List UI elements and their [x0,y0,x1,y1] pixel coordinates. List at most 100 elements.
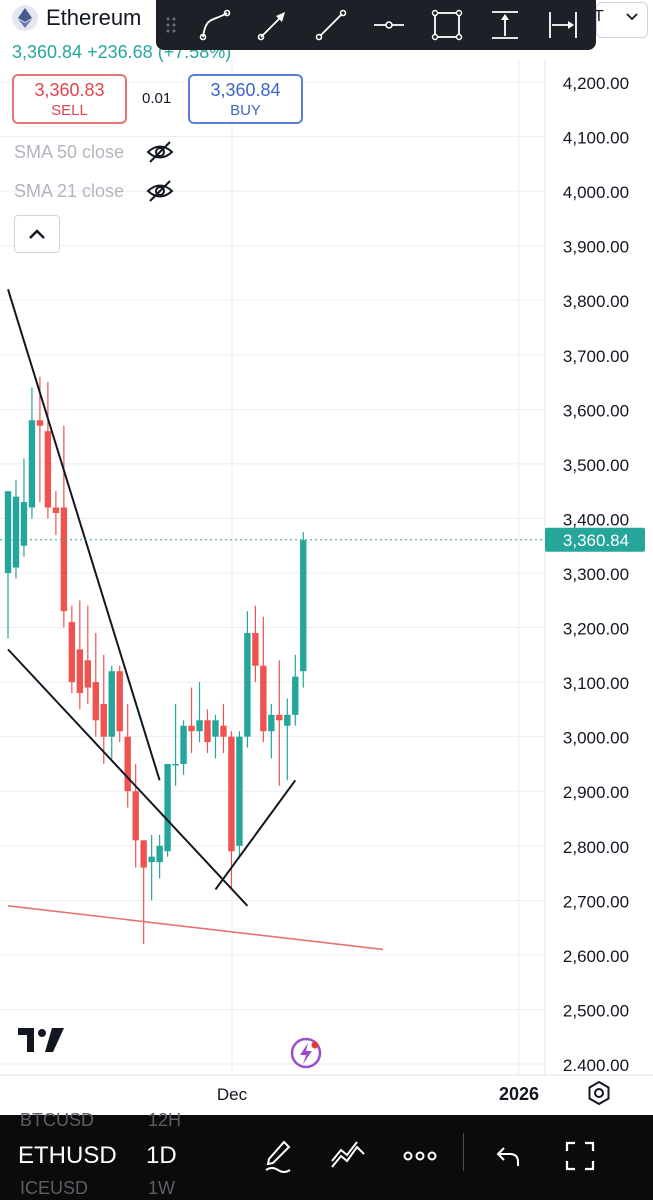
ethereum-logo-icon [12,5,38,31]
sell-price: 3,360.83 [34,80,105,100]
path-tool-button[interactable] [186,0,244,50]
y-tick-label: 4,100.00 [563,129,629,148]
candle [188,687,195,754]
eye-hidden-icon[interactable] [146,179,174,203]
brush-icon[interactable] [258,1138,298,1174]
buy-button[interactable]: 3,360.84 BUY [188,74,303,124]
price-axis[interactable]: 4,200.00 4,100.00 4,000.00 3,900.00 3,800.00… [563,74,629,1075]
candle [148,834,155,901]
candle [300,532,307,688]
candle-body [268,714,275,732]
candle-body [28,420,36,508]
eye-hidden-icon[interactable] [146,140,174,164]
y-tick-label: 4,000.00 [563,183,629,202]
candle-body [212,720,219,737]
candle-body [84,660,91,688]
drawings-icon[interactable] [328,1138,368,1174]
symbol-list-item-above[interactable]: BTCUSD [20,1110,95,1130]
candle-body [300,540,307,672]
candle-body [100,703,107,737]
trend-line-tool-button[interactable] [302,0,360,50]
fullscreen-icon[interactable] [560,1138,600,1174]
candle [140,840,147,944]
candle [12,480,20,579]
collapse-legend-button[interactable] [14,215,60,253]
arrow-tool-button[interactable] [244,0,302,50]
active-symbol[interactable]: ETHUSD [18,1142,117,1169]
arrow-icon [257,12,285,41]
drawing-toolbar[interactable] [156,0,596,50]
y-tick-label: 2,500.00 [563,1001,629,1020]
candle [20,458,28,557]
candle [76,600,84,710]
y-tick-label: 4,200.00 [563,74,629,93]
candle-body [156,845,163,863]
toolbar-underlay-text: T [594,8,604,25]
tradingview-logo-icon [18,1028,66,1059]
y-tick-label: 3,200.00 [563,620,629,639]
price-chart[interactable]: 4,200.00 4,100.00 4,000.00 3,900.00 3,800.00… [0,0,653,1115]
sell-label: SELL [51,102,88,119]
support-line[interactable] [7,904,384,951]
interval-list-item-below[interactable]: 1W [148,1178,175,1198]
indicator-sma-50[interactable]: SMA 50 close [14,140,174,164]
symbol-list-item-below[interactable]: ICEUSD [20,1178,89,1198]
horizontal-line-icon [374,21,404,29]
settings-icon[interactable] [586,1080,612,1106]
candle [44,382,52,519]
indicator-sma-21[interactable]: SMA 21 close [14,179,174,203]
candle [284,698,291,781]
candle [84,605,91,704]
trend-line[interactable] [7,648,249,907]
candle-body [68,622,76,683]
trend-line[interactable] [7,289,161,781]
candle-body [196,720,203,732]
candle [28,387,36,519]
candle-body [220,725,227,737]
drag-handle-icon[interactable] [156,16,186,34]
rectangle-tool-button[interactable] [418,0,476,50]
candle-body [228,736,235,852]
candle-body [236,736,243,846]
y-tick-label: 3,000.00 [563,729,629,748]
last-price-label: 3,360.84 [563,531,629,550]
candle [68,605,76,694]
trend-line-icon [315,9,347,41]
y-tick-label: 2,800.00 [563,838,629,857]
candle [132,763,139,868]
sell-button[interactable]: 3,360.83 SELL [12,74,127,124]
interval-list-item-above[interactable]: 12H [148,1110,182,1130]
y-tick-label: 2.400.00 [563,1056,629,1075]
candle-body [12,496,20,568]
last-price: 3,360.84 [12,42,83,62]
symbol-header[interactable]: Ethereum [12,5,141,31]
more-icon[interactable] [400,1138,440,1174]
date-range-tool-button[interactable] [534,0,592,50]
y-tick-label: 2,700.00 [563,892,629,911]
candle-body [244,633,251,737]
candle [172,703,179,786]
horizontal-line-tool-button[interactable] [360,0,418,50]
candle [116,665,123,743]
y-tick-label: 3,900.00 [563,238,629,257]
buy-label: BUY [230,102,261,119]
candle [92,633,99,737]
trend-line[interactable] [214,779,297,891]
rectangle-icon [431,9,463,41]
candle-body [164,763,171,852]
last-price-tag [545,527,645,552]
candle-body [76,649,84,694]
candle-body [284,714,291,726]
candle-body [20,502,28,546]
candle [220,703,227,754]
vertical-measure-icon [492,11,518,39]
active-interval[interactable]: 1D [146,1142,177,1169]
candle [204,709,211,754]
toolbar-underlay-button[interactable] [596,2,648,38]
candle-body [172,763,179,766]
lightning-icon[interactable] [289,1036,323,1070]
undo-icon[interactable] [488,1138,528,1174]
candle-body [180,725,187,764]
price-range-tool-button[interactable] [476,0,534,50]
candle [180,720,187,775]
